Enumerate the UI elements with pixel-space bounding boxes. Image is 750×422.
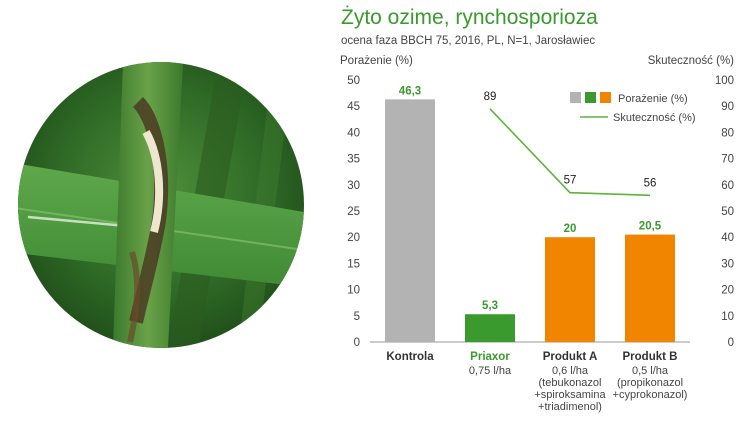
bar-value-label: 20,5 (639, 221, 662, 233)
x-category-label: Kontrola (386, 351, 434, 363)
x-category-label: Priaxor (470, 351, 510, 363)
line-value-label: 56 (644, 177, 657, 189)
y-right-tick-label: 60 (721, 180, 734, 192)
y-left-tick-label: 0 (354, 337, 360, 349)
legend-swatch (585, 92, 596, 103)
y-left-tick-label: 40 (347, 127, 360, 139)
y-left-tick-label: 15 (347, 258, 360, 270)
y-right-tick-label: 30 (721, 258, 734, 270)
y-right-tick-label: 70 (721, 154, 734, 166)
y-axis-left-title: Porażenie (%) (340, 55, 413, 67)
y-left-tick-label: 5 (354, 311, 360, 323)
legend-line-label: Skuteczność (%) (613, 112, 696, 124)
y-right-tick-label: 10 (721, 311, 734, 323)
bar-kontrola (385, 99, 435, 342)
bar-produkt-b (625, 234, 675, 342)
bar-value-label: 20 (564, 223, 577, 235)
x-category-sublabel: (propikonazol (617, 377, 683, 389)
line-skutecznosc (489, 108, 651, 197)
y-right-tick-label: 50 (721, 206, 734, 218)
bar-value-label: 46,3 (399, 85, 421, 97)
legend-bar-label: Porażenie (%) (618, 93, 688, 105)
x-category-sublabel: +spiroksamina (534, 389, 606, 401)
y-right-tick-label: 100 (715, 75, 734, 87)
y-right-tick-label: 20 (721, 285, 734, 297)
y-left-tick-label: 45 (347, 101, 360, 113)
y-axis-right-title: Skuteczność (%) (648, 55, 734, 67)
chart-subtitle: ocena faza BBCH 75, 2016, PL, N=1, Jaros… (341, 35, 596, 47)
line-value-label: 89 (484, 91, 497, 103)
line-value-label: 57 (564, 175, 577, 187)
y-left-tick-label: 30 (347, 180, 360, 192)
x-category-sublabel: +cyprokonazol) (613, 389, 688, 401)
y-left-tick-label: 35 (347, 154, 360, 166)
leaf-disease-photo (18, 62, 304, 348)
y-right-tick-label: 90 (721, 101, 734, 113)
x-category-sublabel: (tebukonazol (539, 377, 602, 389)
x-category-sublabel: 0,75 l/ha (469, 365, 512, 377)
bar-value-label: 5,3 (482, 300, 498, 312)
legend-swatch (600, 92, 611, 103)
y-right-tick-label: 80 (721, 127, 734, 139)
bar-produkt-a (545, 237, 595, 342)
bar-line-chart: Porażenie (%) Skuteczność (%) 0 5 10 15 20 25 30… (340, 55, 734, 413)
chart-title: Żyto ozime, rynchosporioza (341, 6, 598, 29)
y-right-tick-label: 0 (728, 337, 734, 349)
x-category-sublabel: +triadimenol) (538, 401, 602, 413)
legend-swatch (570, 92, 581, 103)
y-left-tick-label: 25 (347, 206, 360, 218)
x-category-label: Produkt B (623, 351, 678, 363)
y-left-tick-label: 10 (347, 285, 360, 297)
x-category-sublabel: 0,5 l/ha (632, 365, 669, 377)
bar-priaxor (465, 314, 515, 342)
x-category-label: Produkt A (543, 351, 598, 363)
y-left-tick-label: 20 (347, 232, 360, 244)
x-category-sublabel: 0,6 l/ha (552, 365, 589, 377)
y-right-tick-label: 40 (721, 232, 734, 244)
y-left-tick-label: 50 (347, 75, 360, 87)
